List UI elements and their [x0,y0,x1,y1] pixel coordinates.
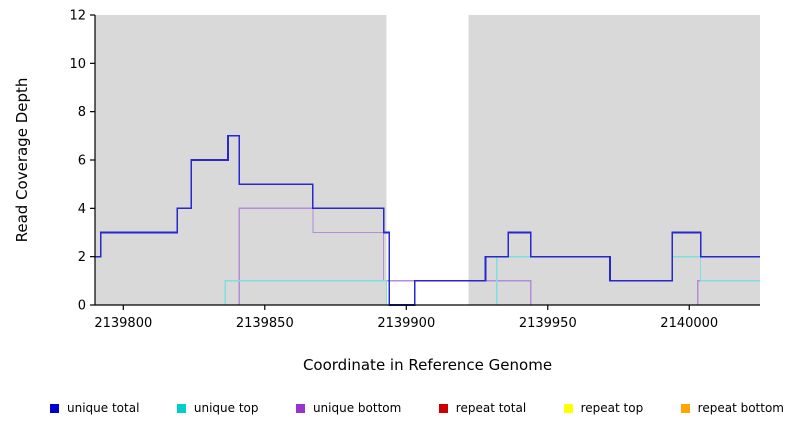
x-tick-label: 2139900 [377,316,435,331]
legend-item-repeat-total: repeat total [438,401,527,415]
y-tick-label: 2 [78,250,86,265]
x-tick-label: 2139800 [94,316,152,331]
legend-item-unique-total: unique total [50,401,139,415]
legend-label: repeat top [580,401,644,415]
x-tick-label: 2139950 [519,316,577,331]
series-unique-bottom [95,207,760,306]
x-tick-label: 2139850 [236,316,294,331]
x-tick-label: 2140000 [660,316,718,331]
legend-item-repeat-top: repeat top [563,401,644,415]
legend-label: repeat total [455,401,527,415]
legend-label: unique top [193,401,259,415]
y-tick-label: 10 [69,57,86,72]
y-tick-label: 12 [69,9,86,24]
legend-label: repeat bottom [697,401,784,415]
y-tick-label: 4 [78,202,86,217]
y-tick-label: 0 [78,299,86,314]
legend-item-unique-top: unique top [176,401,259,415]
legend: unique total unique top unique bottom re… [50,401,784,415]
series-unique-total [95,135,760,306]
y-tick-label: 6 [78,154,86,169]
legend-item-repeat-bottom: repeat bottom [680,401,784,415]
legend-label: unique bottom [312,401,402,415]
coverage-chart: 2139800 2139850 2139900 2139950 2140000 0 2 4 6 8… [69,9,760,331]
unique-total-swatch-icon [50,403,59,413]
highlight-band [386,15,469,305]
repeat-top-swatch-icon [563,403,573,413]
y-tick-label: 8 [78,105,86,120]
unique-bottom-swatch-icon [295,403,305,413]
repeat-bottom-swatch-icon [680,403,690,413]
x-axis-title: Coordinate in Reference Genome [302,356,553,374]
legend-label: unique total [67,401,140,415]
legend-item-unique-bottom: unique bottom [295,401,402,415]
unique-top-swatch-icon [176,403,186,413]
y-axis-title: Read Coverage Depth [13,77,31,243]
repeat-total-swatch-icon [438,403,448,413]
